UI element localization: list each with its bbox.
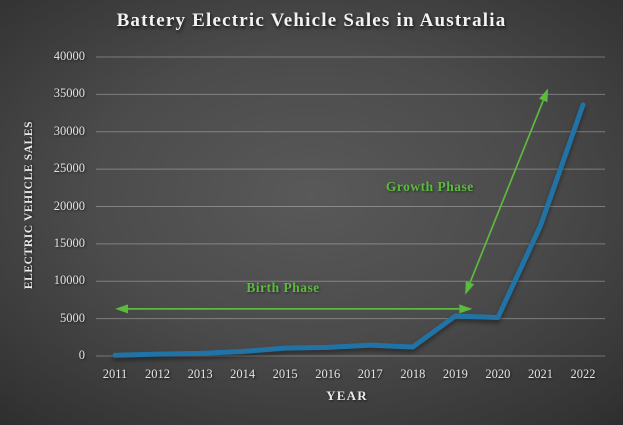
x-tick-label: 2018 <box>400 367 426 381</box>
y-tick-label: 40000 <box>53 49 85 63</box>
x-tick-label: 2012 <box>145 367 171 381</box>
x-tick-label: 2014 <box>230 367 256 381</box>
growth-phase-label: Growth Phase <box>385 179 474 195</box>
y-tick-label: 30000 <box>53 123 85 138</box>
birth-phase-label: Birth Phase <box>246 279 320 295</box>
x-tick-label: 2011 <box>102 367 128 381</box>
x-tick-label: 2017 <box>357 367 383 381</box>
x-tick-label: 2021 <box>527 367 553 381</box>
x-tick-label: 2022 <box>570 367 596 381</box>
x-tick-label: 2013 <box>187 367 213 381</box>
arrowhead-icon <box>539 88 549 103</box>
x-tick-label: 2015 <box>272 367 298 381</box>
y-tick-label: 15000 <box>53 235 85 250</box>
arrowhead-icon <box>465 280 475 295</box>
x-tick-label: 2016 <box>315 367 341 381</box>
chart-title: Battery Electric Vehicle Sales in Austra… <box>116 10 507 31</box>
y-tick-label: 0 <box>78 348 85 362</box>
x-tick-label: 2019 <box>442 367 468 381</box>
x-axis-title: YEAR <box>326 388 368 403</box>
annotation-arrow-line <box>469 100 545 283</box>
y-tick-label: 35000 <box>53 86 85 101</box>
arrowhead-icon <box>115 304 128 314</box>
sales-line <box>112 102 586 358</box>
y-tick-label: 20000 <box>53 198 85 213</box>
x-tick-label: 2020 <box>485 367 511 381</box>
y-tick-label: 10000 <box>53 273 85 288</box>
y-tick-label: 5000 <box>60 310 85 325</box>
y-tick-label: 25000 <box>53 161 85 176</box>
arrowhead-icon <box>459 304 473 314</box>
